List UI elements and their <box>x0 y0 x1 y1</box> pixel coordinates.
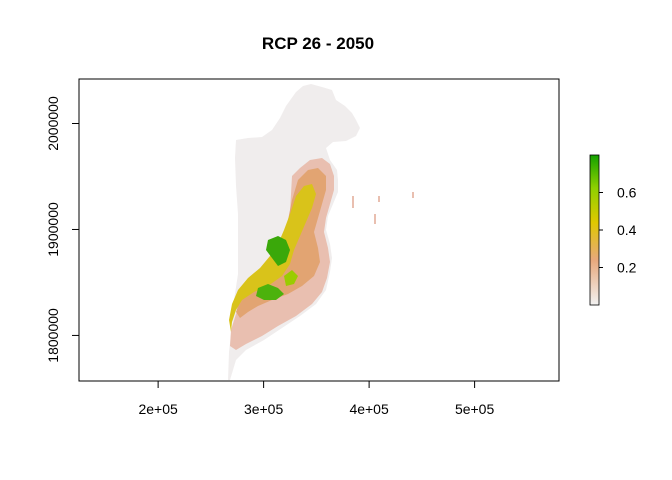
legend-tick-label: 0.2 <box>617 260 637 276</box>
map-zone-peak-2 <box>256 284 284 300</box>
x-tick-label: 2e+05 <box>138 401 178 417</box>
legend-tick-label: 0.4 <box>617 222 637 238</box>
legend-tick-label: 0.6 <box>617 185 637 201</box>
map-cay-4 <box>412 192 414 198</box>
y-tick-label: 2000000 <box>45 96 61 151</box>
x-tick-label: 5e+05 <box>455 401 495 417</box>
map-cay-1 <box>352 196 354 208</box>
y-tick-label: 1900000 <box>45 202 61 257</box>
color-legend: 0.2 0.4 0.6 <box>589 154 637 306</box>
raster-map <box>228 84 414 380</box>
map-cay-2 <box>374 214 376 224</box>
x-axis: 2e+05 3e+05 4e+05 5e+05 <box>138 380 495 417</box>
legend-ticks: 0.2 0.4 0.6 <box>599 185 637 276</box>
y-axis: 1800000 1900000 2000000 <box>45 96 80 363</box>
map-cay-3 <box>378 196 380 202</box>
y-tick-label: 1800000 <box>45 308 61 363</box>
chart-title: RCP 26 - 2050 <box>262 34 374 53</box>
x-tick-label: 3e+05 <box>244 401 284 417</box>
map-zone-peak-3 <box>284 270 298 286</box>
map-zone-peak-1 <box>266 236 290 266</box>
x-tick-label: 4e+05 <box>349 401 389 417</box>
legend-colorbar <box>589 154 600 306</box>
